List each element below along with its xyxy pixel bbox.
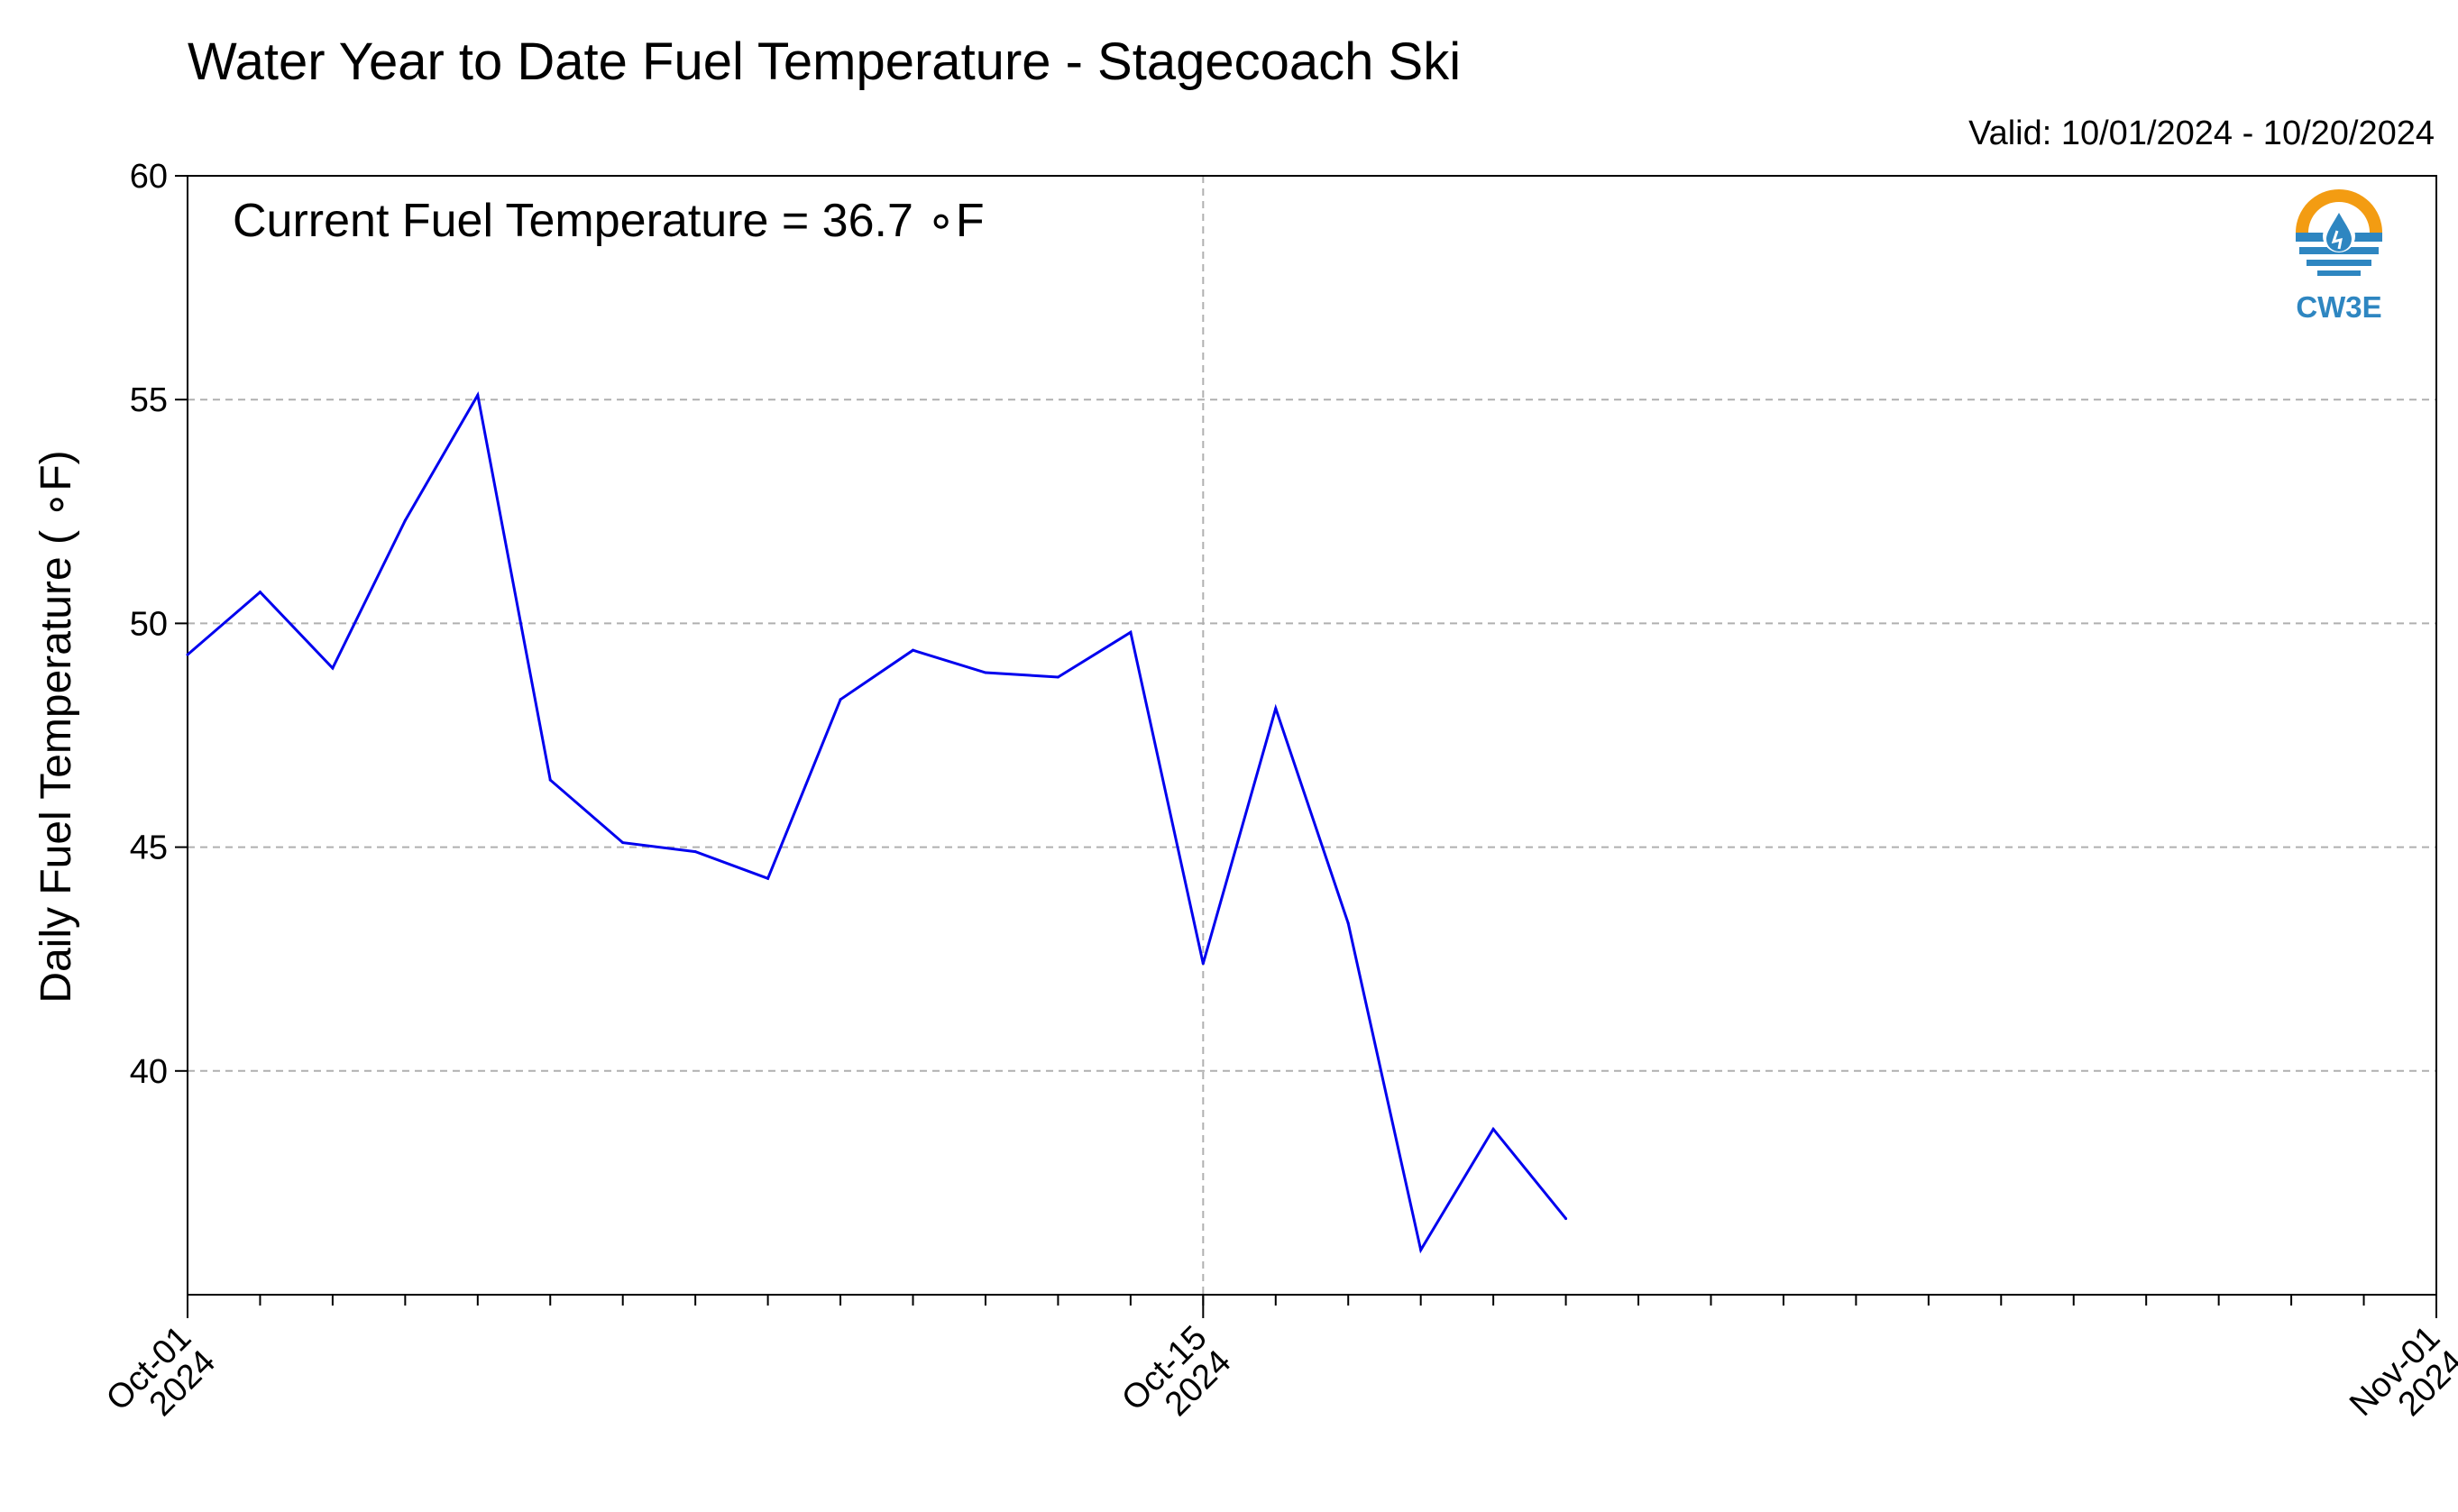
data-point bbox=[548, 778, 552, 782]
data-point bbox=[403, 518, 407, 522]
data-point bbox=[693, 850, 697, 854]
current-fuel-temperature-annotation: Current Fuel Temperature = 36.7 ∘F bbox=[233, 195, 985, 247]
x-tick-label: Oct-152024 bbox=[1114, 1319, 1238, 1443]
y-tick-label: 45 bbox=[130, 829, 168, 867]
data-point bbox=[1419, 1248, 1423, 1251]
data-point bbox=[186, 653, 189, 656]
data-point bbox=[984, 671, 987, 674]
cw3e-logo-text: CW3E bbox=[2296, 290, 2381, 324]
data-point bbox=[912, 648, 915, 652]
valid-date-range: Valid: 10/01/2024 - 10/20/2024 bbox=[1968, 115, 2435, 152]
data-point bbox=[766, 876, 770, 880]
y-tick-label: 60 bbox=[130, 158, 168, 196]
data-point bbox=[839, 698, 842, 701]
x-tick-label: Oct-012024 bbox=[99, 1319, 223, 1443]
data-point bbox=[1346, 921, 1350, 925]
data-point bbox=[621, 841, 625, 845]
series-layer bbox=[186, 390, 1568, 1254]
data-point bbox=[1274, 707, 1278, 710]
plot-frame bbox=[187, 175, 2437, 1296]
chart-title: Water Year to Date Fuel Temperature - St… bbox=[188, 32, 1461, 91]
data-point bbox=[1491, 1127, 1495, 1131]
data-point bbox=[1056, 675, 1059, 679]
cw3e-logo-icon bbox=[2294, 189, 2384, 279]
y-tick-label: 55 bbox=[130, 381, 168, 419]
y-axis-label: Daily Fuel Temperature ( ∘F) bbox=[32, 450, 80, 1003]
data-point bbox=[258, 591, 261, 594]
data-point bbox=[331, 666, 335, 670]
data-point bbox=[1201, 962, 1205, 966]
data-point bbox=[1129, 630, 1133, 634]
y-tick-label: 50 bbox=[130, 605, 168, 643]
y-tick-label: 40 bbox=[130, 1053, 168, 1091]
fuel-temperature-line bbox=[187, 390, 1567, 1254]
gridlines bbox=[188, 176, 2436, 1295]
cw3e-logo: CW3E bbox=[2294, 189, 2384, 324]
x-axis: Oct-012024 Oct-152024 Nov-012024 bbox=[99, 1295, 2458, 1448]
data-point bbox=[476, 393, 480, 397]
y-axis: 40 45 50 55 60 bbox=[130, 158, 188, 1091]
x-tick-label: Nov-012024 bbox=[2343, 1319, 2458, 1448]
data-point bbox=[1564, 1217, 1568, 1221]
